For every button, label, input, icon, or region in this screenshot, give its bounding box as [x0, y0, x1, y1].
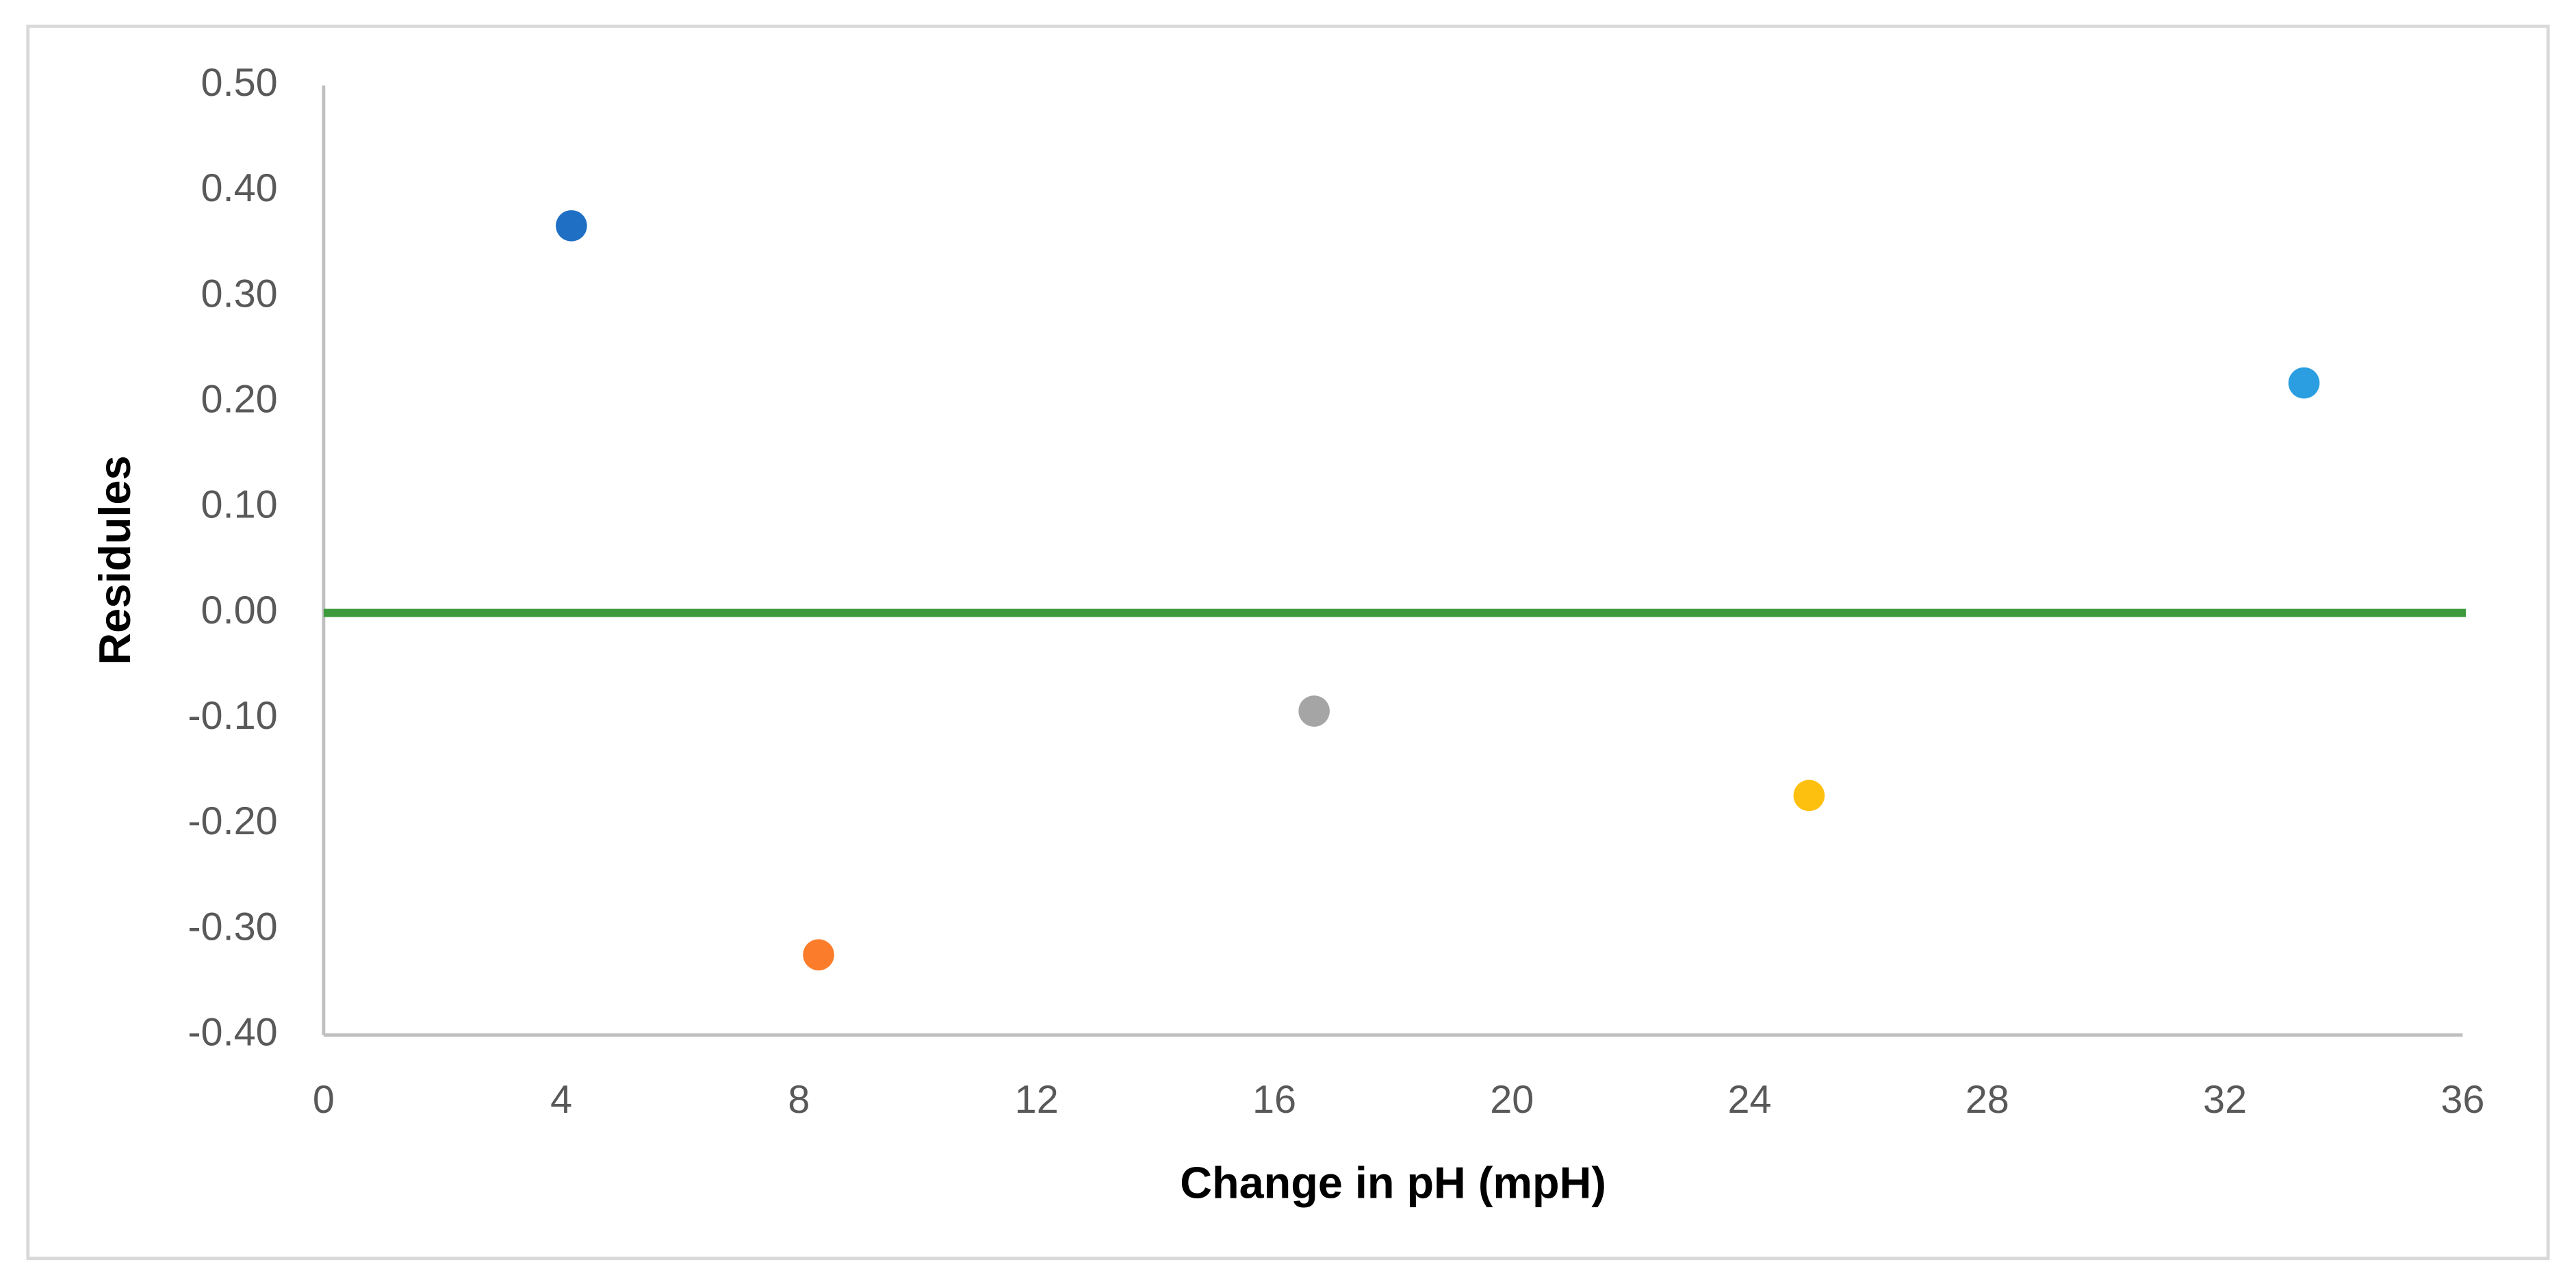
data-point	[1793, 780, 1825, 812]
data-point	[2288, 367, 2320, 399]
y-tick-label: 0.30	[201, 272, 278, 315]
x-tick-label: 24	[1727, 1078, 1771, 1122]
y-tick-label: 0.40	[201, 166, 278, 210]
y-tick-label: 0.50	[201, 61, 278, 105]
x-tick-label: 32	[2203, 1078, 2247, 1122]
y-tick-label: -0.10	[188, 694, 277, 738]
x-tick-label: 12	[1015, 1078, 1059, 1122]
y-tick-label: -0.30	[188, 905, 277, 949]
x-tick-label: 36	[2440, 1078, 2484, 1122]
x-axis-title: Change in pH (mpH)	[1180, 1157, 1606, 1207]
x-tick-label: 20	[1490, 1078, 1534, 1122]
y-tick-label: 0.10	[201, 483, 278, 527]
chart-frame	[26, 25, 2550, 1261]
data-point	[1298, 695, 1330, 727]
data-point	[803, 939, 834, 970]
x-tick-label: 28	[1966, 1078, 2009, 1122]
x-tick-label: 8	[788, 1078, 810, 1122]
x-tick-label: 0	[313, 1078, 335, 1122]
y-tick-label: 0.00	[201, 589, 278, 632]
y-tick-label: -0.20	[188, 799, 277, 843]
data-point	[556, 210, 587, 242]
y-axis-title: Residules	[90, 456, 140, 665]
y-tick-label: -0.40	[188, 1011, 277, 1055]
x-tick-label: 16	[1252, 1078, 1296, 1122]
y-tick-label: 0.20	[201, 378, 278, 422]
x-tick-label: 4	[550, 1078, 572, 1122]
